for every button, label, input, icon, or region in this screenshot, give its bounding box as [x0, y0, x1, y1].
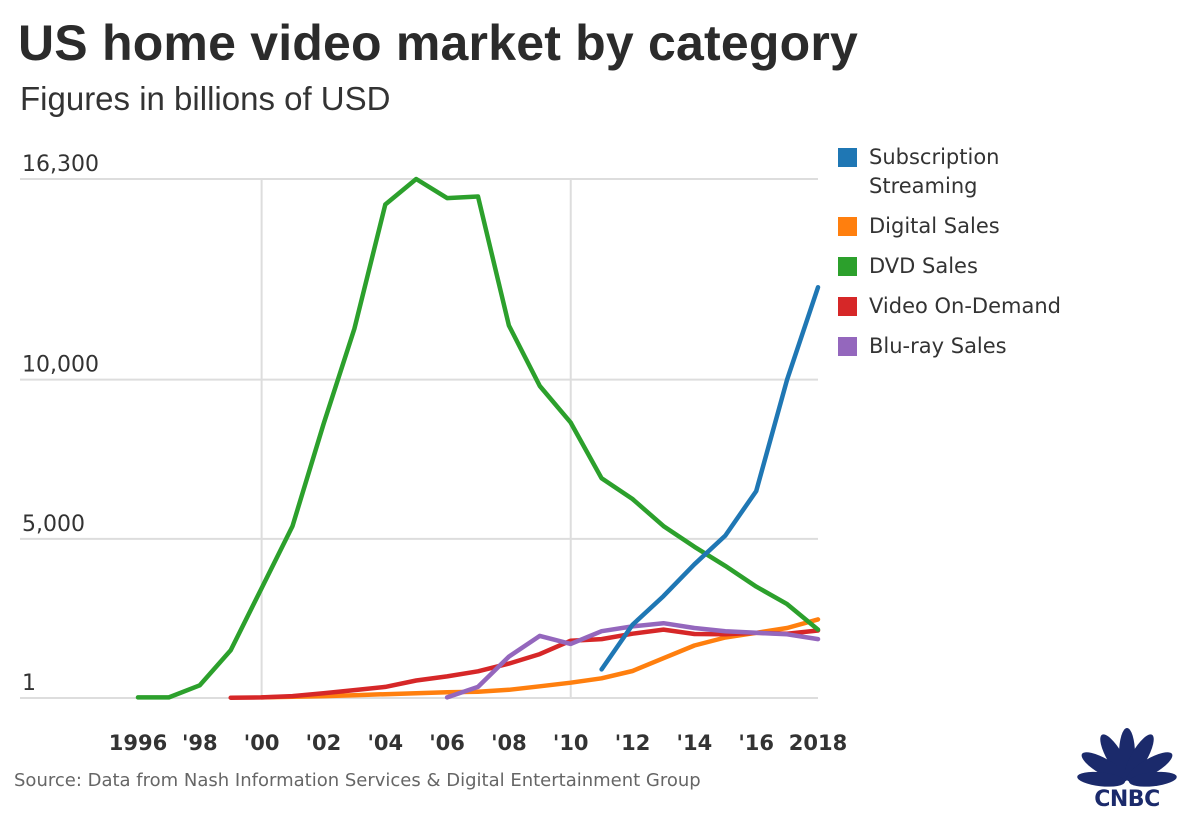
legend-swatch [838, 337, 857, 356]
x-tick-label: '14 [677, 731, 713, 755]
x-tick-label: '06 [429, 731, 465, 755]
x-tick-label: '10 [553, 731, 589, 755]
legend-label: Subscription Streaming [869, 145, 1000, 198]
legend-swatch [838, 148, 857, 167]
logo-wordmark: CNBC [1094, 787, 1159, 808]
legend-label: Video On-Demand [869, 294, 1061, 318]
cnbc-peacock-logo: CNBC [1077, 728, 1177, 808]
series-line-digital-sales [259, 617, 821, 700]
legend-label: Blu-ray Sales [869, 334, 1007, 358]
grid-layer [20, 178, 818, 699]
legend-label: DVD Sales [869, 254, 978, 278]
x-tick-label: 1996 [109, 731, 167, 755]
legend-swatch [838, 217, 857, 236]
series-line-subscription-streaming [599, 285, 821, 672]
x-tick-label: 2018 [789, 731, 847, 755]
legend-item: Subscription Streaming [838, 143, 1138, 201]
legend-item: Blu-ray Sales [838, 332, 1138, 361]
x-tick-label: '02 [306, 731, 342, 755]
legend-item: Video On-Demand [838, 292, 1138, 321]
y-tick-label: 1 [22, 671, 36, 696]
chart-title: US home video market by category [18, 15, 859, 71]
series-line-video-on-demand [228, 627, 821, 700]
legend-swatch [838, 257, 857, 276]
tick-layer: 1 5,000 10,000 16,300 1996 '98 '00 '02 '04 '06 '08… [22, 152, 847, 755]
legend-item: DVD Sales [838, 252, 1138, 281]
y-tick-label: 10,000 [22, 353, 99, 378]
series-line-dvd-sales [135, 176, 821, 700]
x-tick-label: '04 [367, 731, 403, 755]
x-tick-label: '12 [615, 731, 651, 755]
y-tick-label: 16,300 [22, 152, 99, 177]
x-tick-label: '08 [491, 731, 527, 755]
source-note: Source: Data from Nash Information Servi… [14, 770, 701, 791]
x-tick-label: '16 [738, 731, 774, 755]
legend-label: Digital Sales [869, 214, 1000, 238]
peacock-icon [1077, 728, 1177, 787]
x-tick-label: '00 [244, 731, 280, 755]
legend: Subscription Streaming Digital Sales DVD S… [838, 143, 1138, 372]
y-tick-label: 5,000 [22, 512, 85, 537]
chart-subtitle: Figures in billions of USD [20, 80, 391, 117]
x-tick-label: '98 [182, 731, 218, 755]
legend-item: Digital Sales [838, 212, 1138, 241]
series-layer [135, 176, 821, 700]
legend-swatch [838, 297, 857, 316]
